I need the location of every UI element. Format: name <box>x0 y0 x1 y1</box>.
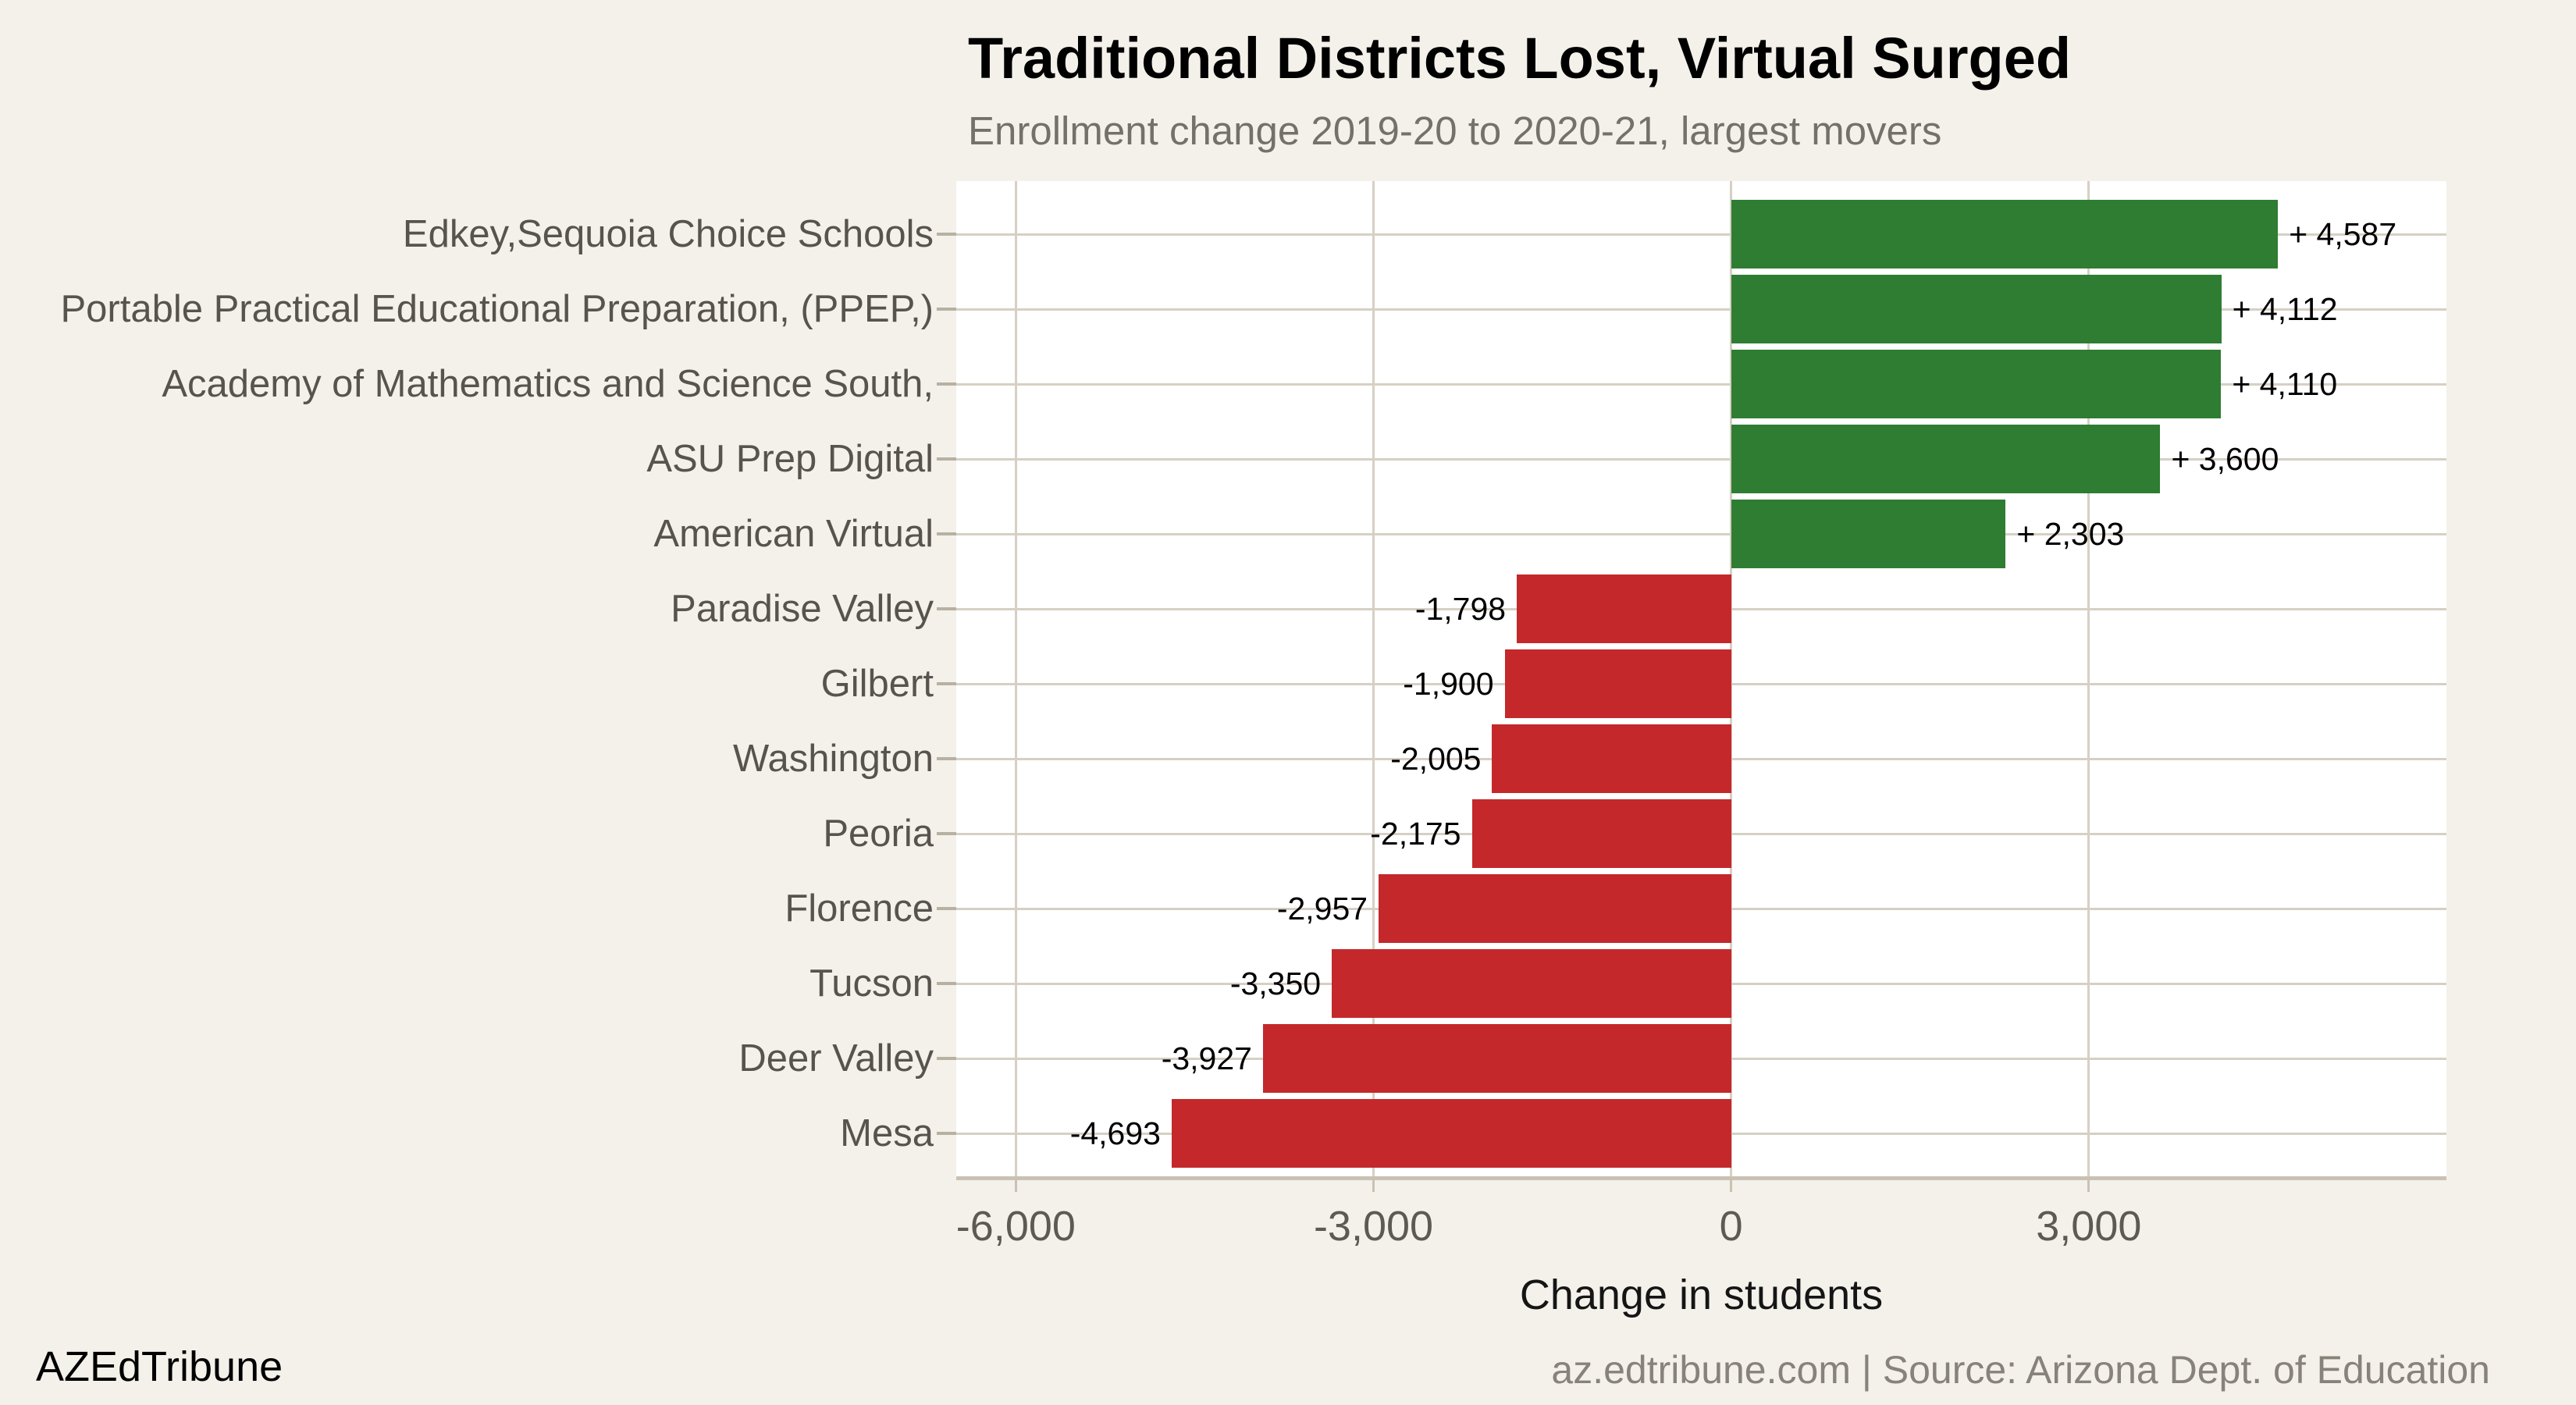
y-gridline <box>956 457 2446 461</box>
x-tick-mark <box>2087 1180 2090 1192</box>
y-tick-mark <box>937 233 956 236</box>
category-label: ASU Prep Digital <box>646 438 934 480</box>
value-label: -2,175 <box>1370 816 1461 852</box>
bar <box>1731 275 2222 343</box>
x-tick-label: 0 <box>1719 1203 1743 1250</box>
y-tick-mark <box>937 457 956 461</box>
x-gridline <box>1372 181 1375 1179</box>
value-label: + 4,110 <box>2232 366 2338 402</box>
y-tick-mark <box>937 907 956 910</box>
y-gridline <box>956 308 2446 311</box>
category-label: Gilbert <box>820 663 934 705</box>
y-gridline <box>956 233 2446 236</box>
bar <box>1262 1024 1731 1093</box>
category-label: Deer Valley <box>738 1037 934 1080</box>
y-tick-mark <box>937 607 956 610</box>
value-label: -2,005 <box>1390 741 1482 777</box>
category-label: Academy of Mathematics and Science South… <box>162 363 934 405</box>
category-label: Washington <box>733 738 934 780</box>
x-tick-mark <box>1014 1180 1017 1192</box>
x-tick-label: -3,000 <box>1313 1203 1434 1250</box>
bar <box>1171 1099 1731 1168</box>
footer-source: az.edtribune.com | Source: Arizona Dept.… <box>1551 1348 2490 1392</box>
y-tick-mark <box>937 757 956 760</box>
value-label: -2,957 <box>1276 891 1368 927</box>
y-tick-mark <box>937 382 956 386</box>
y-tick-mark <box>937 982 956 985</box>
value-label: -3,927 <box>1161 1040 1252 1076</box>
plot-area: + 4,587 + 4,112 + 4,110 + 3,600 + 2,303 -1,79… <box>956 181 2446 1179</box>
x-tick-label: -6,000 <box>955 1203 1076 1250</box>
category-label: Peoria <box>823 813 934 855</box>
x-gridline <box>1014 181 1017 1179</box>
bar <box>1731 425 2161 493</box>
y-tick-mark <box>937 682 956 685</box>
x-gridline <box>1730 181 1733 1179</box>
x-axis-title: Change in students <box>1519 1272 1884 1318</box>
x-gridline <box>2087 181 2090 1179</box>
category-label: Edkey,Sequoia Choice Schools <box>402 213 934 255</box>
y-tick-mark <box>937 832 956 835</box>
x-tick-mark <box>1372 1180 1375 1192</box>
bar <box>1731 500 2006 568</box>
category-label: Paradise Valley <box>671 588 934 630</box>
value-label: -4,693 <box>1069 1115 1161 1151</box>
bar <box>1492 724 1731 793</box>
bar <box>1379 874 1731 943</box>
value-label: + 4,587 <box>2289 216 2397 252</box>
page-subtitle: Enrollment change 2019-20 to 2020-21, la… <box>968 108 1942 153</box>
value-label: + 2,303 <box>2016 516 2125 552</box>
bar <box>1471 799 1731 868</box>
x-axis-line <box>956 1176 2446 1180</box>
value-label: + 4,112 <box>2232 291 2338 327</box>
x-tick-mark <box>1730 1180 1733 1192</box>
x-tick-label: 3,000 <box>2036 1203 2142 1250</box>
bar <box>1504 649 1731 718</box>
category-label: Portable Practical Educational Preparati… <box>60 288 934 330</box>
x-axis: -6,000 -3,000 0 3,000 <box>956 1180 2446 1305</box>
value-label: -1,798 <box>1414 591 1507 627</box>
value-label: -3,350 <box>1229 966 1322 1001</box>
bar <box>1517 574 1731 643</box>
category-label: Mesa <box>840 1112 934 1154</box>
value-label: + 3,600 <box>2171 441 2279 477</box>
y-tick-mark <box>937 1132 956 1135</box>
bar <box>1731 350 2222 418</box>
bar <box>1332 949 1731 1018</box>
y-gridline <box>956 532 2446 535</box>
value-label: -1,900 <box>1403 666 1494 702</box>
y-tick-mark <box>937 308 956 311</box>
y-tick-mark <box>937 1057 956 1060</box>
y-tick-mark <box>937 532 956 535</box>
category-label: Florence <box>785 887 934 930</box>
footer-brand: AZEdTribune <box>36 1343 283 1390</box>
category-label: Tucson <box>809 962 934 1005</box>
bar <box>1731 200 2279 269</box>
category-label: American Virtual <box>653 513 934 555</box>
page-title: Traditional Districts Lost, Virtual Surg… <box>968 26 2072 91</box>
y-gridline <box>956 382 2446 386</box>
